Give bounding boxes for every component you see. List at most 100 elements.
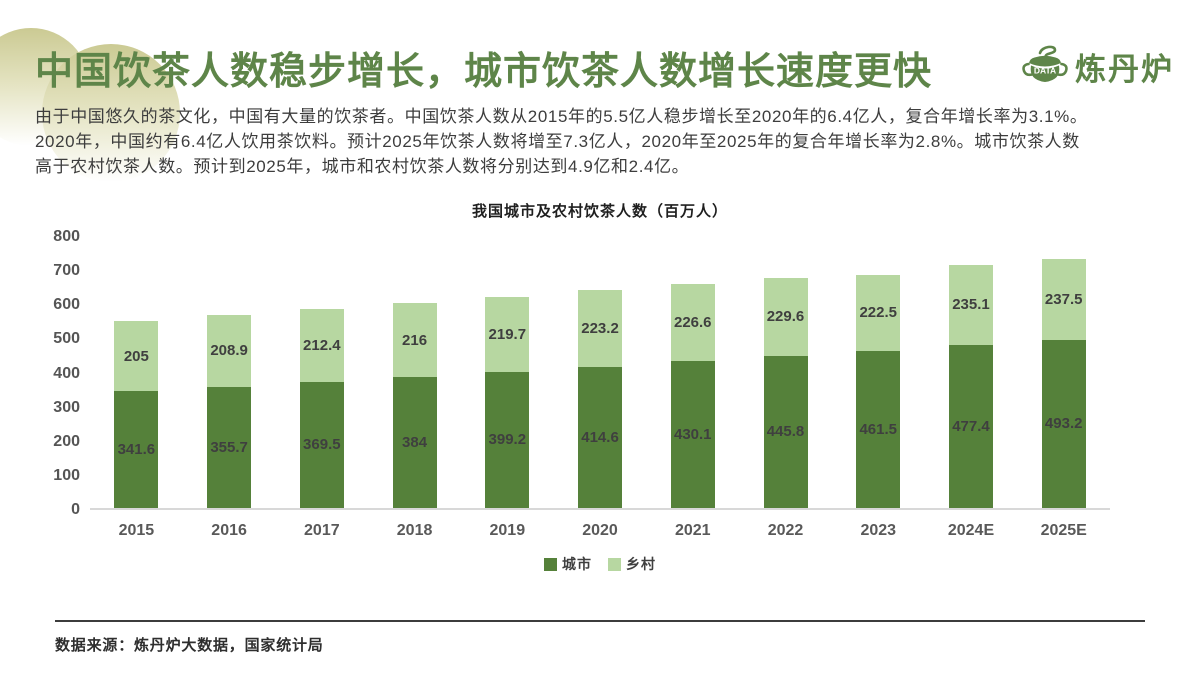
x-tick-label: 2016 bbox=[211, 522, 247, 539]
bar-group: 222.5 461.5 2023 bbox=[832, 237, 925, 539]
y-tick-label: 400 bbox=[53, 364, 80, 382]
chart-title: 我国城市及农村饮茶人数（百万人） bbox=[471, 203, 728, 220]
stacked-bar: 226.6 430.1 bbox=[670, 283, 715, 508]
legend-item-village: 乡村 bbox=[608, 554, 656, 574]
y-axis: 0 100 200 300 400 500 600 700 800 bbox=[28, 228, 80, 518]
y-tick-label: 300 bbox=[53, 398, 80, 416]
x-tick-label: 2020 bbox=[582, 522, 618, 539]
bar-group: 229.6 445.8 2022 bbox=[739, 237, 832, 539]
bar-segment-city: 384 bbox=[392, 376, 437, 508]
bar-segment-city: 430.1 bbox=[670, 361, 715, 508]
footer-divider bbox=[55, 620, 1145, 622]
bar-group: 208.9 355.7 2016 bbox=[183, 237, 276, 539]
source-note: 数据来源：炼丹炉大数据，国家统计局 bbox=[55, 637, 324, 654]
bar-segment-village: 222.5 bbox=[856, 274, 901, 351]
bar-segment-city: 414.6 bbox=[578, 366, 623, 508]
bar-label-city: 369.5 bbox=[303, 436, 341, 454]
stacked-bar: 223.2 414.6 bbox=[578, 290, 623, 508]
y-tick-label: 500 bbox=[53, 330, 80, 348]
x-tick-label: 2022 bbox=[767, 522, 804, 539]
bar-segment-city: 493.2 bbox=[1041, 339, 1086, 508]
bar-segment-city: 369.5 bbox=[299, 381, 344, 508]
x-tick-label: 2017 bbox=[304, 522, 340, 539]
bar-segment-village: 212.4 bbox=[299, 309, 344, 382]
page-title: 中国饮茶人数稳步增长，城市饮茶人数增长速度更快 bbox=[35, 51, 933, 93]
bar-group: 235.1 477.4 2024E bbox=[925, 237, 1018, 539]
bar-label-city: 414.6 bbox=[581, 428, 619, 446]
bar-segment-city: 445.8 bbox=[763, 355, 808, 508]
y-tick-label: 700 bbox=[53, 262, 80, 280]
bar-segment-village: 226.6 bbox=[670, 283, 715, 362]
bar-label-village: 226.6 bbox=[673, 314, 712, 332]
brand-name: 炼丹炉 bbox=[1075, 51, 1174, 87]
bar-segment-village: 219.7 bbox=[485, 296, 530, 372]
stacked-bar: 237.5 493.2 bbox=[1041, 258, 1086, 508]
cauldron-data-icon: DATA bbox=[1022, 45, 1068, 82]
stacked-bar: 219.7 399.2 bbox=[485, 296, 530, 508]
bar-label-city: 461.5 bbox=[859, 420, 897, 438]
bar-group: 223.2 414.6 2020 bbox=[554, 237, 647, 539]
bar-segment-village: 205 bbox=[114, 321, 159, 392]
legend-label: 乡村 bbox=[626, 556, 656, 572]
bar-label-village: 205 bbox=[123, 347, 149, 365]
bar-label-city: 399.2 bbox=[488, 431, 527, 449]
bar-label-village: 212.4 bbox=[303, 337, 341, 355]
brand-logo: DATA 炼丹炉 bbox=[1021, 42, 1174, 90]
stacked-bar: 205 341.6 bbox=[114, 321, 159, 508]
x-tick-label: 2024E bbox=[947, 522, 995, 539]
intro-line: 2020年，中国约有6.4亿人饮用茶饮料。预计2025年饮茶人数将增至7.3亿人… bbox=[35, 132, 1080, 151]
x-tick-label: 2025E bbox=[1040, 522, 1087, 539]
bar-group: 216 384 2018 bbox=[368, 237, 461, 539]
chart-legend: 城市 乡村 bbox=[0, 554, 1200, 574]
bar-label-village: 223.2 bbox=[581, 319, 619, 337]
bar-segment-village: 223.2 bbox=[578, 290, 623, 367]
bar-label-village: 216 bbox=[402, 331, 428, 349]
bar-group: 237.5 493.2 2025E bbox=[1017, 237, 1110, 539]
bar-segment-city: 355.7 bbox=[207, 386, 252, 508]
legend-swatch bbox=[544, 557, 557, 571]
plot-area: 205 341.6 2015 208.9 355.7 2016 212.4 369.5 2017… bbox=[90, 237, 1110, 539]
y-tick-label: 0 bbox=[71, 501, 80, 518]
bar-group: 219.7 399.2 2019 bbox=[461, 237, 554, 539]
y-tick-label: 100 bbox=[53, 466, 80, 484]
bar-segment-village: 237.5 bbox=[1041, 258, 1086, 340]
bar-label-village: 237.5 bbox=[1044, 290, 1083, 308]
x-tick-label: 2023 bbox=[860, 522, 897, 539]
stacked-bar: 216 384 bbox=[392, 303, 437, 508]
bar-group: 205 341.6 2015 bbox=[90, 237, 183, 539]
bar-segment-city: 461.5 bbox=[856, 350, 901, 508]
intro-line: 高于农村饮茶人数。预计到2025年，城市和农村饮茶人数将分别达到4.9亿和2.4… bbox=[35, 157, 690, 176]
x-tick-label: 2018 bbox=[396, 522, 433, 539]
bar-label-city: 477.4 bbox=[952, 418, 990, 436]
stacked-bar: 235.1 477.4 bbox=[948, 264, 993, 508]
intro-paragraph: 由于中国悠久的茶文化，中国有大量的饮茶者。中国饮茶人数从2015年的5.5亿人稳… bbox=[35, 104, 1175, 179]
bar-segment-village: 208.9 bbox=[207, 315, 252, 387]
bar-label-city: 384 bbox=[402, 433, 428, 451]
x-tick-label: 2019 bbox=[489, 522, 526, 539]
legend-item-city: 城市 bbox=[544, 554, 592, 574]
bar-label-village: 229.6 bbox=[766, 308, 805, 326]
bar-segment-city: 341.6 bbox=[114, 391, 159, 508]
bar-label-city: 445.8 bbox=[766, 423, 805, 441]
bar-segment-village: 216 bbox=[392, 303, 437, 377]
legend-swatch bbox=[608, 557, 621, 571]
intro-line: 由于中国悠久的茶文化，中国有大量的饮茶者。中国饮茶人数从2015年的5.5亿人稳… bbox=[35, 107, 1088, 126]
bar-group: 226.6 430.1 2021 bbox=[646, 237, 739, 539]
bar-label-city: 355.7 bbox=[210, 438, 248, 456]
x-tick-label: 2015 bbox=[118, 522, 155, 539]
bar-label-village: 235.1 bbox=[952, 296, 990, 314]
bar-segment-village: 235.1 bbox=[948, 264, 993, 346]
bar-segment-village: 229.6 bbox=[763, 277, 808, 356]
bar-segment-city: 477.4 bbox=[948, 345, 993, 508]
y-tick-label: 600 bbox=[53, 296, 80, 314]
stacked-bar: 212.4 369.5 bbox=[299, 309, 344, 508]
y-tick-label: 200 bbox=[53, 432, 80, 450]
bar-label-city: 341.6 bbox=[117, 441, 156, 459]
stacked-bar: 208.9 355.7 bbox=[207, 315, 252, 508]
bar-label-city: 430.1 bbox=[673, 426, 712, 444]
stacked-bar: 229.6 445.8 bbox=[763, 277, 808, 508]
x-tick-label: 2021 bbox=[674, 522, 711, 539]
bar-label-village: 219.7 bbox=[488, 325, 527, 343]
bar-label-city: 493.2 bbox=[1044, 415, 1083, 433]
